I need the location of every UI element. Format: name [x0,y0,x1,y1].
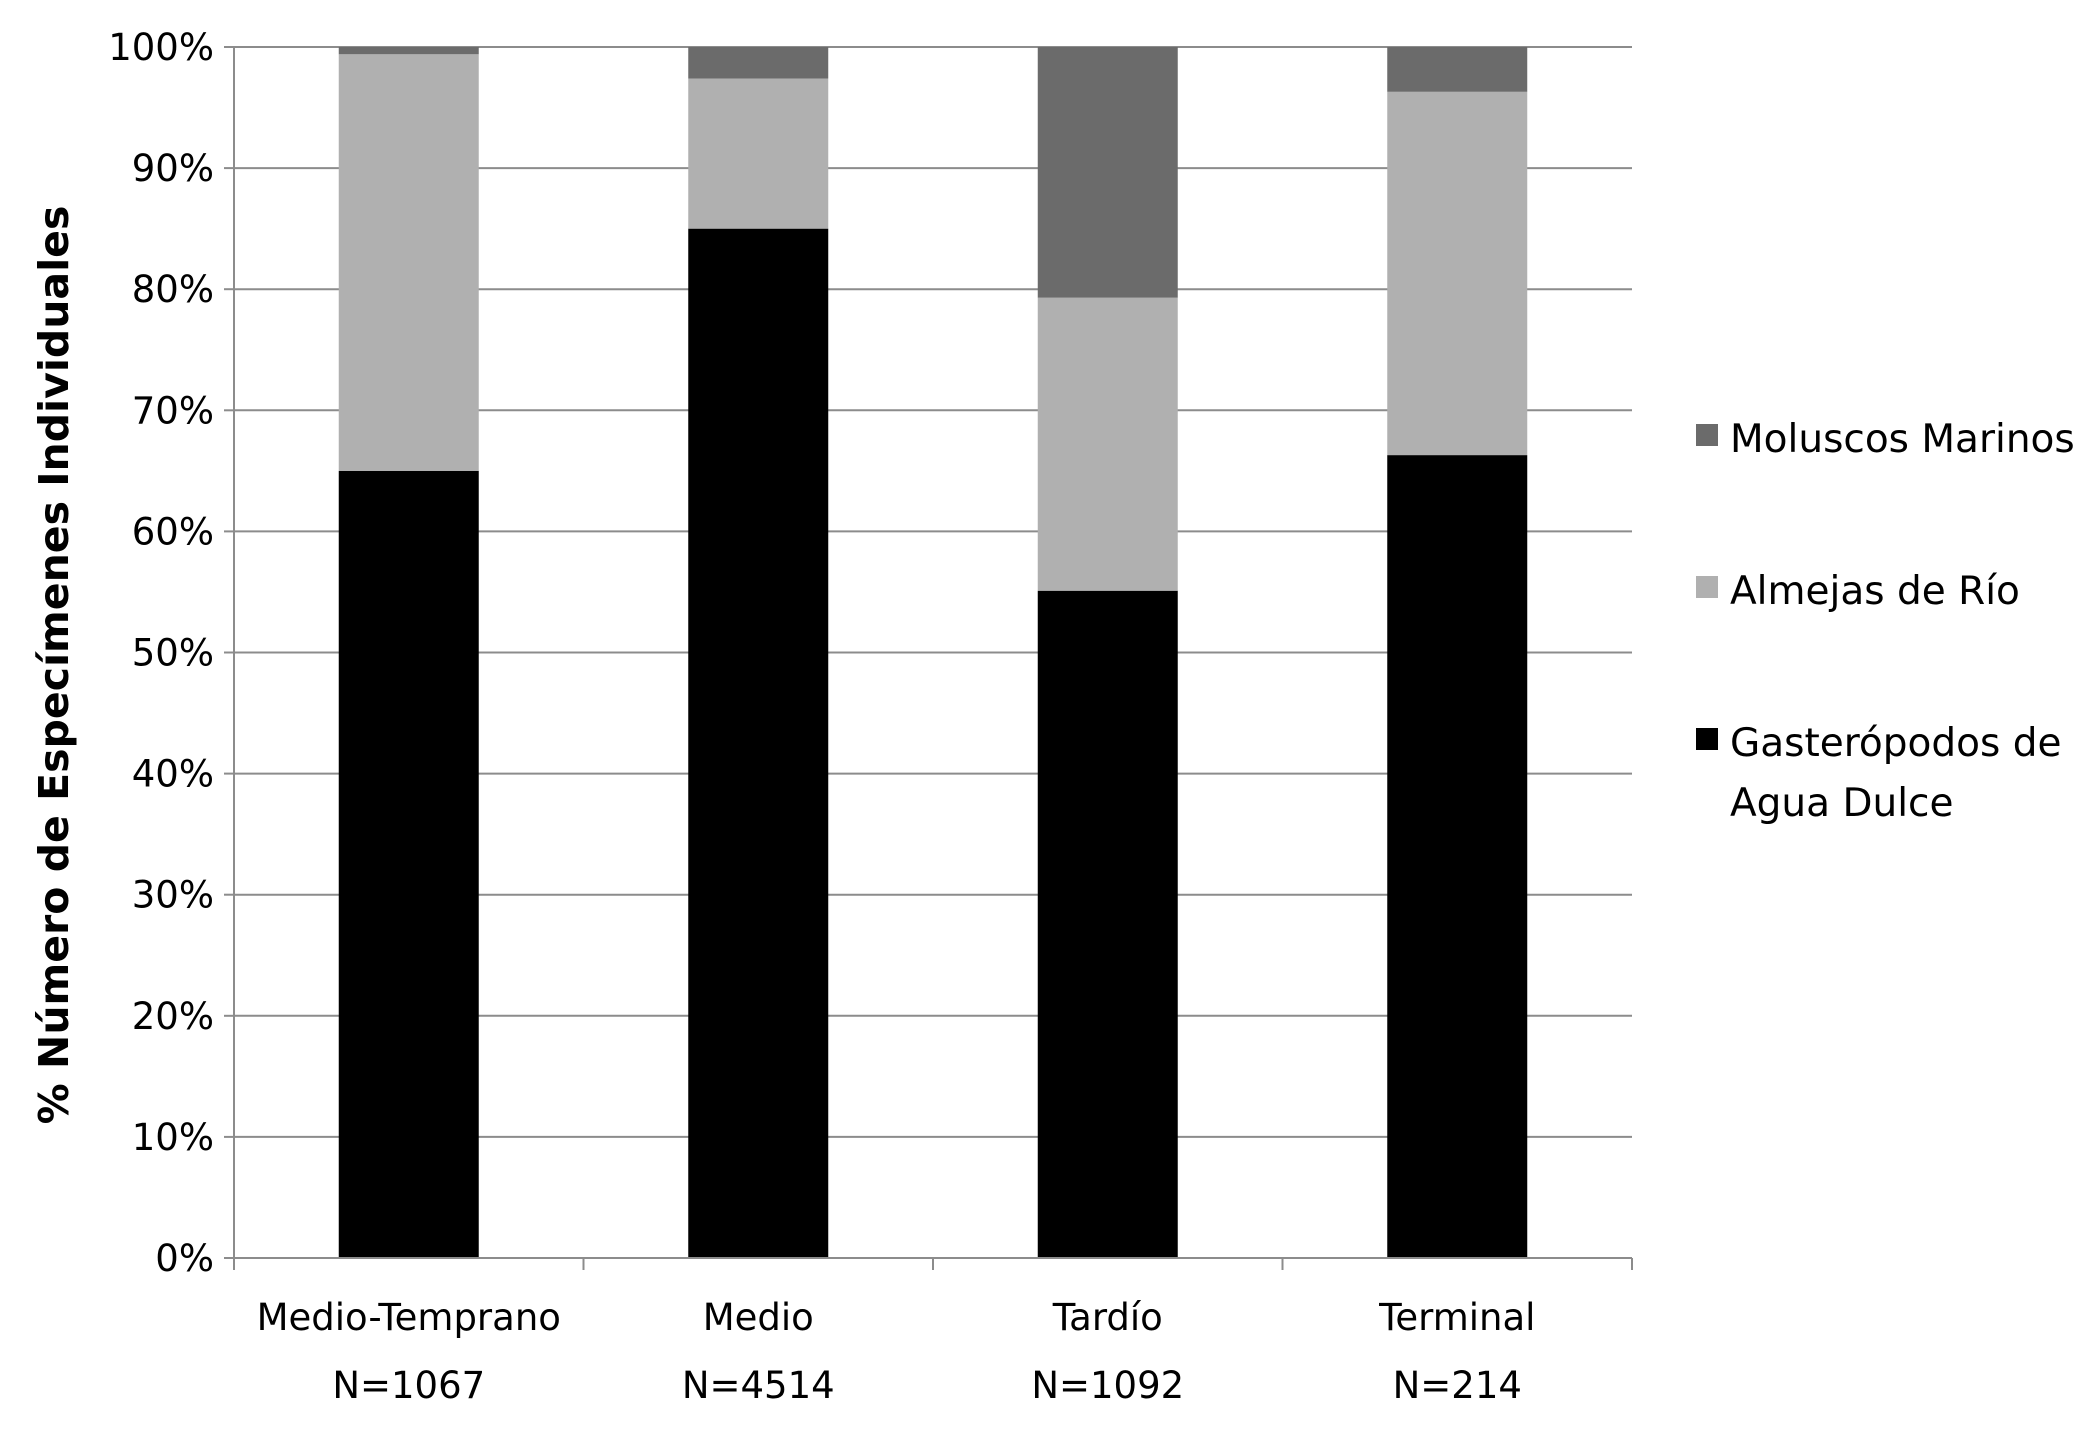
bar-segment [688,78,829,229]
y-tick-label: 10% [132,1116,214,1159]
x-tick-label: Medio-Temprano [257,1296,561,1339]
bar-segment [1037,47,1178,298]
bar-segment [338,470,479,1259]
y-tick-label: 0% [155,1237,214,1280]
x-tick-label: Terminal [1378,1296,1535,1339]
bar-segment [1037,297,1178,591]
legend-swatch-gasteropodos [1696,728,1718,750]
x-tick-count-label: N=1067 [332,1364,485,1407]
y-tick-label: 30% [132,874,214,917]
bars [338,47,1528,1259]
y-tick-label: 90% [132,147,214,190]
y-tick-label: 50% [132,632,214,675]
legend-label: Almejas de Río [1730,569,2020,614]
y-tick-label: 40% [132,753,214,796]
legend-item-almejas-de-rio: Almejas de Río [1696,562,2090,622]
y-axis-label: % Número de Especímenes Individuales [30,206,78,1125]
bar-segment [688,47,829,79]
y-tick-label: 60% [132,510,214,553]
y-tick-labels: 0% 10% 20% 30% 40% 50% 60% 70% 80% 90% 100% [108,26,214,1280]
bar-segment [1387,91,1528,456]
bar-segment [1387,455,1528,1258]
y-tick-label: 100% [108,26,214,69]
x-tick-count-label: N=1092 [1031,1364,1184,1407]
x-tick-label: Tardío [1052,1296,1163,1339]
legend-swatch-almejas-de-rio [1696,576,1718,598]
bar-segment [688,228,829,1258]
bar-segment [338,47,479,55]
y-tick-label: 80% [132,268,214,311]
bar-segment [1387,47,1528,92]
legend-item-gasteropodos: Gasterópodos de Agua Dulce [1696,714,2090,834]
legend-label: Moluscos Marinos [1730,417,2075,462]
y-tick-label: 20% [132,995,214,1038]
x-tick-labels: Medio-Temprano N=1067 Medio N=4514 Tardío N=1… [257,1296,1536,1407]
x-tick-count-label: N=214 [1393,1364,1522,1407]
bar-segment [338,54,479,471]
legend-label: Gasterópodos de Agua Dulce [1730,721,2062,826]
x-tick-count-label: N=4514 [682,1364,835,1407]
y-tick-label: 70% [132,389,214,432]
x-tick-label: Medio [703,1296,814,1339]
legend-item-moluscos-marinos: Moluscos Marinos [1696,410,2090,470]
bar-segment [1037,590,1178,1258]
legend-swatch-moluscos-marinos [1696,424,1718,446]
axes [233,47,1633,1270]
